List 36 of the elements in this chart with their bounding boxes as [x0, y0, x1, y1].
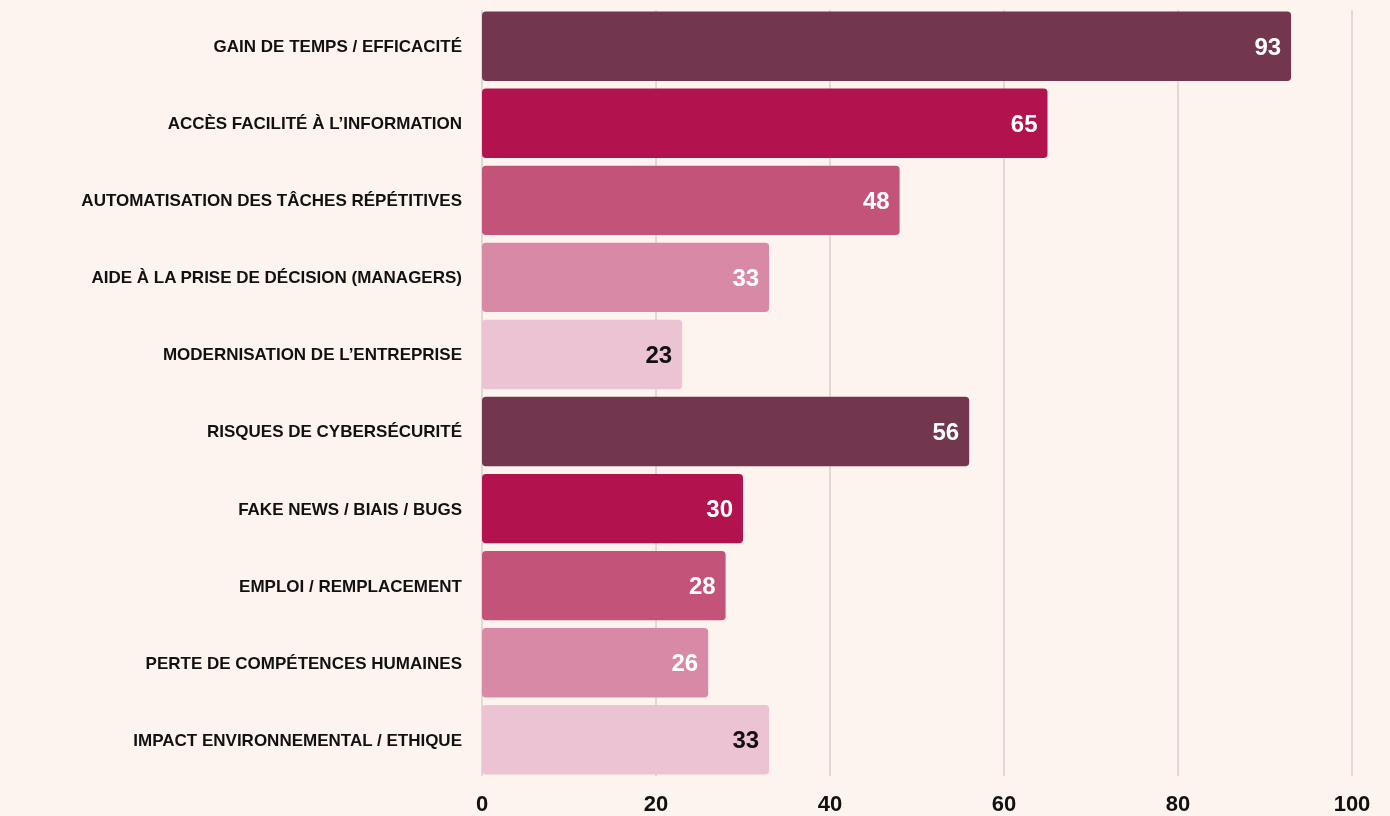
y-tick-label: RISQUES DE CYBERSÉCURITÉ [206, 422, 462, 442]
data-label: 33 [732, 726, 760, 754]
bar [482, 628, 709, 698]
data-label: 65 [1010, 109, 1038, 137]
y-tick-label: AUTOMATISATION DES TÂCHES RÉPÉTITIVES [81, 191, 462, 211]
y-tick-label: GAIN DE TEMPS / EFFICACITÉ [213, 37, 462, 57]
bar [482, 242, 770, 313]
data-label: 33 [732, 263, 760, 291]
x-tick-label: 20 [643, 790, 669, 816]
bar [482, 88, 1048, 158]
y-tick-label: IMPACT ENVIRONNEMENTAL / ETHIQUE [133, 730, 462, 750]
y-tick-label: ACCÈS FACILITÉ À L’INFORMATION [167, 114, 462, 134]
bar [482, 550, 726, 621]
x-tick-label: 40 [817, 790, 843, 816]
bar [482, 396, 970, 467]
y-tick-label: FAKE NEWS / BIAIS / BUGS [238, 499, 462, 519]
y-tick-label: AIDE À LA PRISE DE DÉCISION (MANAGERS) [91, 268, 462, 288]
data-label: 56 [932, 417, 960, 445]
x-tick-label: 100 [1333, 790, 1371, 816]
x-tick-label: 0 [475, 790, 489, 816]
bar [482, 473, 743, 544]
x-tick-label: 80 [1165, 790, 1191, 816]
data-label: 93 [1254, 32, 1282, 60]
y-tick-label: MODERNISATION DE L’ENTREPRISE [162, 345, 462, 365]
data-label: 30 [706, 494, 733, 522]
data-label: 26 [671, 649, 699, 677]
bar [482, 319, 683, 390]
bar [482, 11, 1292, 81]
bar [482, 705, 770, 775]
y-tick-label: PERTE DE COMPÉTENCES HUMAINES [145, 653, 462, 673]
y-tick-label: EMPLOI / REMPLACEMENT [239, 576, 463, 596]
data-label: 48 [862, 186, 890, 214]
data-label: 28 [688, 572, 716, 600]
x-tick-label: 60 [991, 790, 1017, 816]
data-label: 23 [645, 340, 673, 368]
bar [482, 165, 900, 236]
